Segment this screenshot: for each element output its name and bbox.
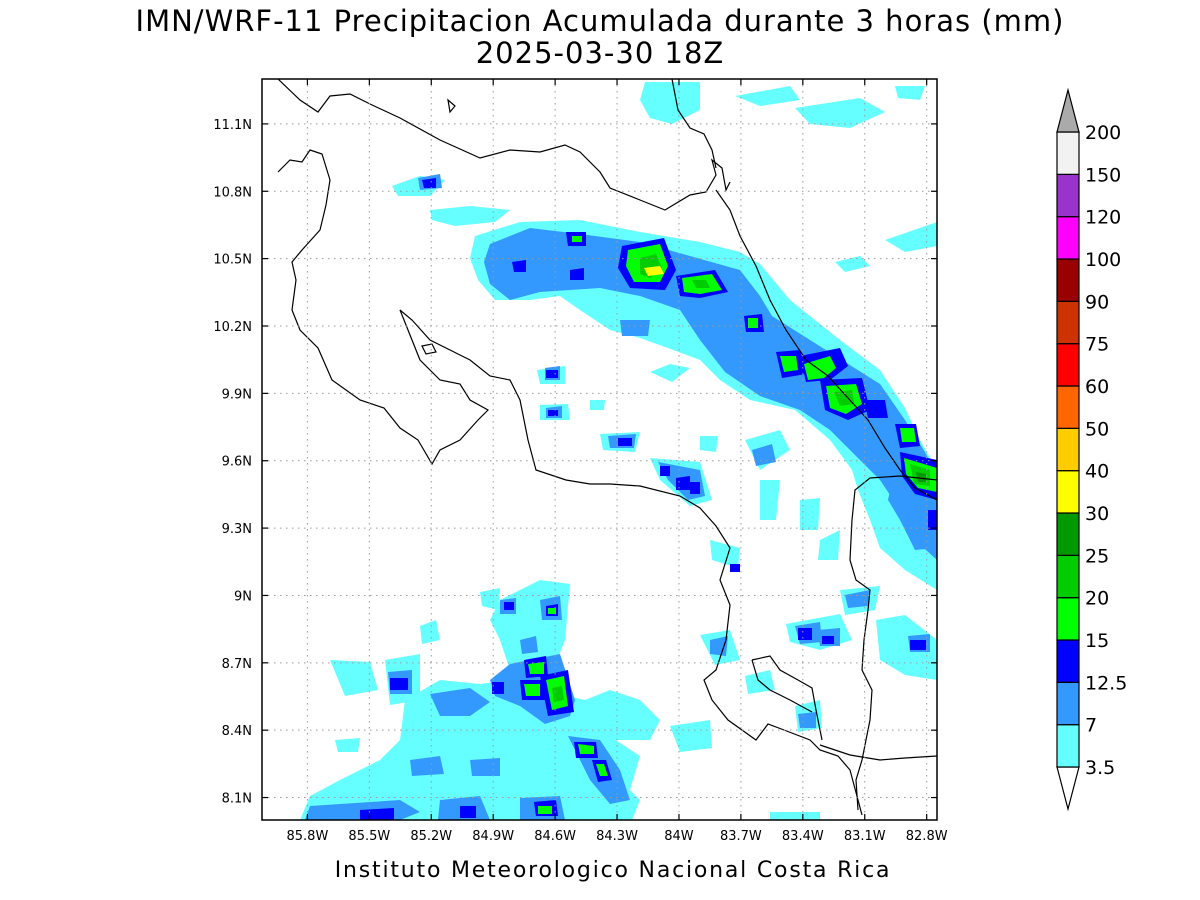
colorbar-box (1056, 724, 1080, 768)
lat-tick-label: 9.9N (222, 387, 252, 402)
lon-tick-label: 83.4W (782, 829, 824, 844)
coastlines-and-borders (277, 79, 937, 816)
lon-tick-label: 82.8W (906, 829, 948, 844)
colorbar-level-label: 15 (1085, 630, 1109, 652)
colorbar-box (1056, 173, 1080, 218)
colorbar-level-label: 25 (1085, 545, 1109, 567)
lon-tick-label: 84.3W (596, 829, 638, 844)
colorbar-box (1056, 300, 1080, 345)
lon-tick-label: 83.7W (720, 829, 762, 844)
colorbar-level-label: 40 (1085, 461, 1109, 483)
lat-tick-label: 9N (234, 589, 252, 604)
gulf-island (421, 343, 437, 355)
golfo-dulce-coast (751, 655, 823, 741)
osa-peninsula-coast (751, 659, 813, 713)
precip-band-30-to-40 (644, 266, 664, 276)
colorbar-box (1056, 258, 1080, 302)
colorbar-box (1056, 216, 1080, 260)
colorbar-box (1056, 597, 1080, 641)
lat-tick-label: 10.8N (213, 185, 252, 200)
colorbar-level-label: 150 (1085, 164, 1121, 186)
lon-tick-label: 84.9W (472, 829, 514, 844)
colorbar-level-label: 7 (1085, 715, 1097, 737)
colorbar-lower-extension (1056, 766, 1080, 812)
nicaragua-coast-and-border (277, 79, 731, 211)
lat-tick-label: 10.2N (213, 320, 252, 335)
map-frame (261, 78, 938, 821)
colorbar-box (1056, 554, 1080, 599)
costa-rica-panama-border (849, 475, 937, 811)
footer-institution: Instituto Meteorologico Nacional Costa R… (335, 858, 892, 883)
latitude-axis: 8.1N 8.4N 8.7N 9N 9.3N 9.6N 9.9N 10.2N 10.5N 10.8… (213, 118, 937, 807)
lon-tick-label: 84.6W (534, 829, 576, 844)
colorbar-level-label: 30 (1085, 503, 1109, 525)
colorbar-level-label: 100 (1085, 249, 1121, 271)
precipitation-field (300, 82, 937, 820)
lat-tick-label: 8.1N (222, 792, 252, 807)
colorbar-level-label: 60 (1085, 376, 1109, 398)
lon-tick-label: 85.2W (410, 829, 452, 844)
colorbar-level-label: 3.5 (1085, 757, 1115, 779)
caribbean-coast-costa-rica (715, 189, 937, 501)
colorbar-box (1056, 639, 1080, 683)
caribbean-coast-north (671, 79, 717, 169)
colorbar-box (1056, 385, 1080, 429)
map-gridlines (262, 79, 937, 820)
lat-tick-label: 9.3N (222, 522, 252, 537)
colorbar-box (1056, 427, 1080, 472)
lon-tick-label: 84W (664, 829, 694, 844)
colorbar-box (1056, 512, 1080, 556)
lat-tick-label: 10.5N (213, 253, 252, 268)
lat-tick-label: 11.1N (213, 118, 252, 133)
colorbar-level-label: 75 (1085, 334, 1109, 356)
nicoya-peninsula-coast (277, 149, 863, 816)
colorbar-level-label: 20 (1085, 588, 1109, 610)
lat-tick-label: 9.6N (222, 455, 252, 470)
colorbar-level-label: 200 (1085, 122, 1121, 144)
lat-tick-label: 8.7N (222, 657, 252, 672)
figure-title: IMN/WRF-11 Precipitacion Acumulada duran… (136, 4, 1065, 38)
colorbar-level-label: 120 (1085, 207, 1121, 229)
colorbar-upper-extension (1056, 87, 1080, 133)
lake-island (447, 98, 456, 114)
lon-tick-label: 85.8W (287, 829, 329, 844)
colorbar-box (1056, 131, 1080, 175)
colorbar-level-label: 50 (1085, 418, 1109, 440)
lon-tick-label: 85.5W (348, 829, 390, 844)
longitude-axis: 85.8W 85.5W 85.2W 84.9W 84.6W 84.3W 84W 83.7W 83… (287, 79, 948, 844)
lon-tick-label: 83.1W (844, 829, 886, 844)
precipitation-colorbar: 3.5 7 12.5 15 20 25 30 40 50 60 75 90 100 120 150 200 (1056, 87, 1127, 812)
colorbar-level-label: 90 (1085, 291, 1109, 313)
colorbar-box (1056, 470, 1080, 514)
colorbar-box (1056, 343, 1080, 387)
panama-pacific-coast (819, 744, 937, 761)
map-panel: 85.8W 85.5W 85.2W 84.9W 84.6W 84.3W 84W 83.7W 83… (213, 78, 948, 844)
figure-subtitle-date: 2025-03-30 18Z (476, 36, 725, 70)
colorbar-level-label: 12.5 (1085, 672, 1127, 694)
lat-tick-label: 8.4N (222, 724, 252, 739)
precip-band-25-to-30 (916, 472, 926, 482)
colorbar-box (1056, 681, 1080, 726)
